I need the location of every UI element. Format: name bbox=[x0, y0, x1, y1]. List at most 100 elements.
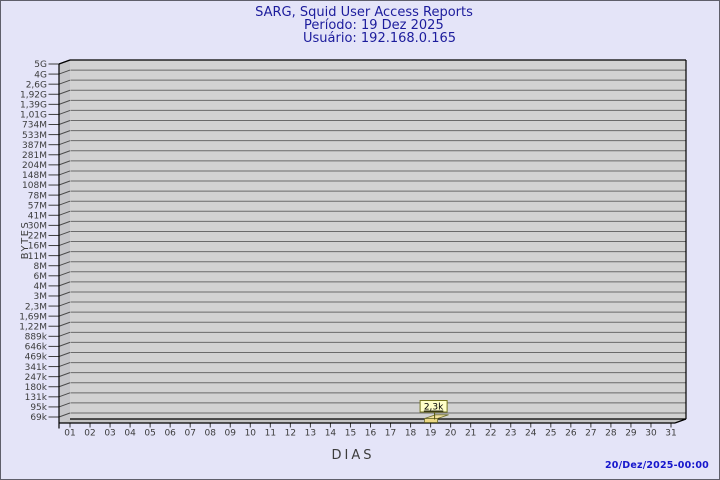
generated-timestamp: 20/Dez/2025-00:00 bbox=[604, 460, 709, 471]
y-tick-label: 1,01G bbox=[20, 111, 47, 121]
x-tick-label: 29 bbox=[625, 429, 637, 439]
x-tick-label: 01 bbox=[64, 429, 75, 439]
x-axis-title: DIAS bbox=[331, 448, 375, 463]
y-tick-wall-segment bbox=[58, 190, 71, 196]
x-tick-label: 05 bbox=[144, 429, 155, 439]
left-wall bbox=[59, 60, 70, 423]
x-tick-label: 16 bbox=[365, 429, 377, 439]
x-tick-label: 03 bbox=[104, 429, 115, 439]
y-tick-label: 734M bbox=[22, 121, 47, 131]
y-tick-label: 4M bbox=[34, 282, 48, 292]
x-tick-label: 02 bbox=[84, 429, 95, 439]
y-tick-wall-segment bbox=[58, 79, 71, 85]
y-tick-label: 281M bbox=[22, 151, 47, 161]
y-tick-label: 16M bbox=[28, 242, 47, 252]
x-tick-label: 07 bbox=[184, 429, 195, 439]
y-tick-wall-segment bbox=[58, 170, 71, 176]
x-tick-label: 08 bbox=[205, 429, 217, 439]
user-subtitle: Usuário: 192.168.0.165 bbox=[303, 31, 457, 46]
y-tick-wall-segment bbox=[58, 200, 71, 206]
y-tick-label: 69k bbox=[30, 413, 47, 423]
x-tick-label: 18 bbox=[405, 429, 417, 439]
y-gridlines bbox=[70, 59, 686, 414]
y-tick-wall-segment bbox=[58, 271, 71, 277]
y-tick-label: 469k bbox=[25, 353, 48, 363]
y-tick-wall-segment bbox=[58, 140, 71, 146]
y-axis-title: BYTES bbox=[20, 221, 31, 260]
y-tick-label: 889k bbox=[25, 333, 48, 343]
y-tick-wall-segment bbox=[58, 120, 71, 125]
bar bbox=[424, 418, 439, 423]
x-tick-label: 19 bbox=[425, 429, 437, 439]
y-tick-label: 1,39G bbox=[20, 101, 47, 111]
x-tick-label: 24 bbox=[525, 429, 537, 439]
x-tick-label: 30 bbox=[645, 429, 657, 439]
x-tick-label: 21 bbox=[465, 429, 476, 439]
y-tick-label: 1,22M bbox=[19, 322, 47, 332]
y-tick-label: 533M bbox=[22, 131, 47, 141]
plot-background bbox=[70, 60, 686, 419]
y-tick-label: 1,92G bbox=[20, 90, 47, 100]
period-subtitle: Período: 19 Dez 2025 bbox=[304, 18, 444, 33]
y-tick-wall-segment bbox=[58, 251, 71, 257]
y-tick-label: 2,6G bbox=[26, 80, 47, 90]
y-tick-wall-segment bbox=[58, 180, 71, 186]
y-tick-wall-segment bbox=[58, 291, 71, 297]
y-tick-wall-segment bbox=[58, 130, 71, 136]
x-tick-label: 14 bbox=[325, 429, 337, 439]
y-tick-label: 108M bbox=[22, 181, 47, 191]
y-tick-label: 2,3M bbox=[25, 302, 47, 312]
y-tick-label: 5G bbox=[34, 60, 47, 70]
y-tick-wall-segment bbox=[58, 230, 71, 236]
y-tick-wall-segment bbox=[58, 392, 71, 398]
y-tick-wall-segment bbox=[58, 150, 71, 156]
y-tick-wall-segment bbox=[58, 220, 71, 226]
y-tick-wall-segment bbox=[58, 99, 71, 105]
frame-bottom-right-diagonal bbox=[674, 418, 687, 424]
x-tick-label: 31 bbox=[665, 429, 676, 439]
y-axis-labels: 5G4G2,6G1,92G1,39G1,01G734M533M387M281M2… bbox=[19, 60, 48, 423]
y-tick-label: 646k bbox=[25, 343, 48, 353]
y-tick-wall-segment bbox=[58, 382, 71, 388]
page-title: SARG, Squid User Access Reports bbox=[255, 5, 473, 20]
x-tick-label: 23 bbox=[505, 429, 516, 439]
y-tick-label: 22M bbox=[28, 232, 47, 242]
y-tick-label: 131k bbox=[25, 393, 48, 403]
y-tick-wall-segment bbox=[58, 109, 71, 115]
x-tick-label: 10 bbox=[245, 429, 257, 439]
y-tick-wall-segment bbox=[58, 160, 71, 166]
bar-top-face bbox=[424, 414, 449, 419]
y-tick-label: 1,69M bbox=[19, 312, 47, 322]
y-tick-label: 387M bbox=[22, 141, 47, 151]
point-annotation: 2,3k bbox=[419, 400, 448, 420]
annotation-label: 2,3k bbox=[424, 403, 444, 413]
y-tick-wall-segment bbox=[58, 241, 71, 247]
y-tick-wall-segment bbox=[58, 372, 71, 378]
y-tick-wall-segment bbox=[58, 341, 71, 347]
y-tick-label: 341k bbox=[25, 363, 48, 373]
y-tick-label: 95k bbox=[30, 403, 47, 413]
y-tick-label: 8M bbox=[34, 262, 48, 272]
y-tick-wall-segment bbox=[58, 210, 71, 216]
y-tick-wall-segment bbox=[58, 281, 71, 287]
x-tick-label: 11 bbox=[265, 429, 276, 439]
x-axis-ticks bbox=[69, 423, 672, 428]
y-tick-label: 11M bbox=[28, 252, 47, 262]
y-tick-wall-segment bbox=[58, 69, 71, 75]
x-tick-label: 22 bbox=[485, 429, 496, 439]
y-tick-wall-segment bbox=[58, 321, 71, 327]
y-tick-wall-segment bbox=[58, 402, 71, 408]
y-tick-label: 180k bbox=[25, 383, 48, 393]
x-tick-label: 28 bbox=[605, 429, 617, 439]
y-tick-label: 3M bbox=[34, 292, 48, 302]
x-tick-label: 26 bbox=[565, 429, 577, 439]
x-tick-label: 27 bbox=[585, 429, 596, 439]
y-tick-label: 41M bbox=[28, 211, 47, 221]
y-tick-wall-segment bbox=[58, 311, 71, 317]
x-tick-label: 20 bbox=[445, 429, 457, 439]
x-tick-label: 06 bbox=[164, 429, 176, 439]
x-tick-label: 17 bbox=[385, 429, 396, 439]
y-axis-ticks bbox=[48, 59, 71, 418]
y-tick-wall-segment bbox=[58, 261, 71, 267]
